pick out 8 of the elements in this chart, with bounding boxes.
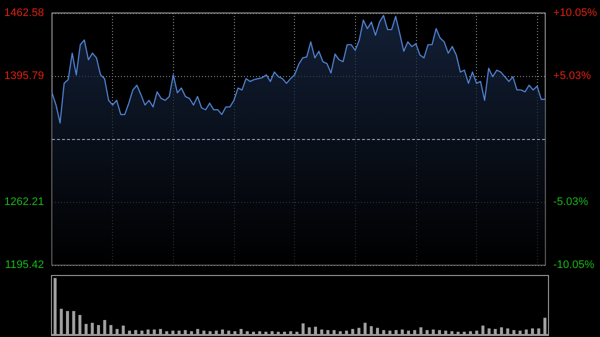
y-tick-label: 1395.79 xyxy=(4,70,44,82)
y2-tick-label: +5.03% xyxy=(553,70,592,82)
y2-tick-label: -5.03% xyxy=(553,196,588,208)
y2-tick-label: -10.05% xyxy=(553,259,594,271)
y2-tick-label: +10.05% xyxy=(553,7,598,19)
y-tick-label: 1462.58 xyxy=(4,7,44,19)
y-tick-label: 1262.21 xyxy=(4,196,44,208)
y-tick-label: 1195.42 xyxy=(5,259,44,271)
